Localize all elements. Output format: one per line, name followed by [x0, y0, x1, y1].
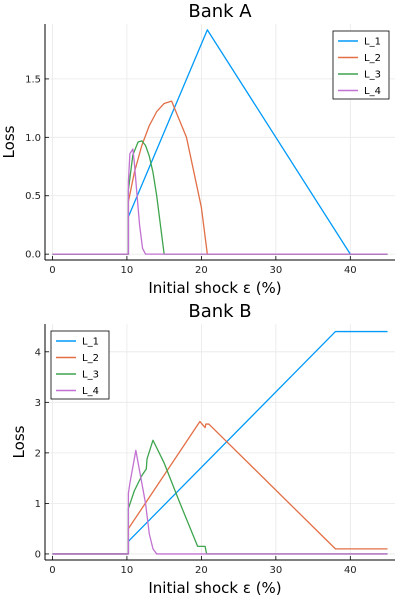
- y-tick-label: 1.5: [25, 74, 41, 85]
- legend-label: L_4: [82, 386, 99, 397]
- legend: L_1 L_2 L_3 L_4: [333, 31, 389, 99]
- y-tick-label: 1.0: [25, 133, 41, 144]
- chart-panel-1: 0 10 20 30 40 0.0 0.5 1.0 1.5 Bank A Initial shock…: [0, 1, 395, 297]
- legend-label: L_4: [364, 86, 381, 97]
- legend-label: L_1: [82, 337, 99, 348]
- x-tick-label: 20: [195, 565, 208, 576]
- y-axis-label: Loss: [10, 425, 28, 458]
- x-tick-label: 10: [121, 265, 134, 276]
- x-axis-label: Initial shock ε (%): [148, 279, 281, 297]
- chart-panel-2: 0 10 20 30 40 0 1 2 3 4 Bank B Initial shock ε (%) L…: [10, 301, 395, 597]
- x-tick-label: 0: [49, 565, 55, 576]
- legend: L_1 L_2 L_3 L_4: [51, 331, 109, 399]
- legend-label: L_2: [364, 53, 381, 64]
- y-tick-label: 0.0: [25, 250, 41, 261]
- y-tick-label: 0.5: [25, 191, 41, 202]
- series-line-l4: [52, 149, 387, 254]
- x-tick-label: 10: [121, 565, 134, 576]
- x-tick-label: 40: [344, 265, 357, 276]
- legend-label: L_3: [82, 370, 99, 381]
- x-axis-label: Initial shock ε (%): [148, 579, 281, 597]
- x-tick-label: 20: [195, 265, 208, 276]
- y-tick-label: 3: [35, 398, 41, 409]
- series-line-l3: [52, 141, 387, 254]
- x-tick-label: 0: [49, 265, 55, 276]
- y-tick-label: 0: [35, 549, 41, 560]
- y-tick-label: 4: [35, 347, 41, 358]
- x-tick-label: 30: [269, 565, 282, 576]
- legend-label: L_1: [364, 37, 381, 48]
- series-line-l2: [52, 101, 387, 254]
- x-tick-label: 40: [344, 565, 357, 576]
- y-tick-label: 2: [35, 448, 41, 459]
- series-line-l2: [52, 422, 387, 554]
- y-tick-label: 1: [35, 499, 41, 510]
- series-line-l4: [52, 450, 387, 554]
- legend-label: L_2: [82, 353, 99, 364]
- chart-title: Bank B: [188, 301, 251, 322]
- x-tick-label: 30: [269, 265, 282, 276]
- series-line-l3: [52, 440, 387, 554]
- legend-label: L_3: [364, 70, 381, 81]
- chart-title: Bank A: [188, 1, 252, 22]
- y-axis-label: Loss: [0, 125, 18, 158]
